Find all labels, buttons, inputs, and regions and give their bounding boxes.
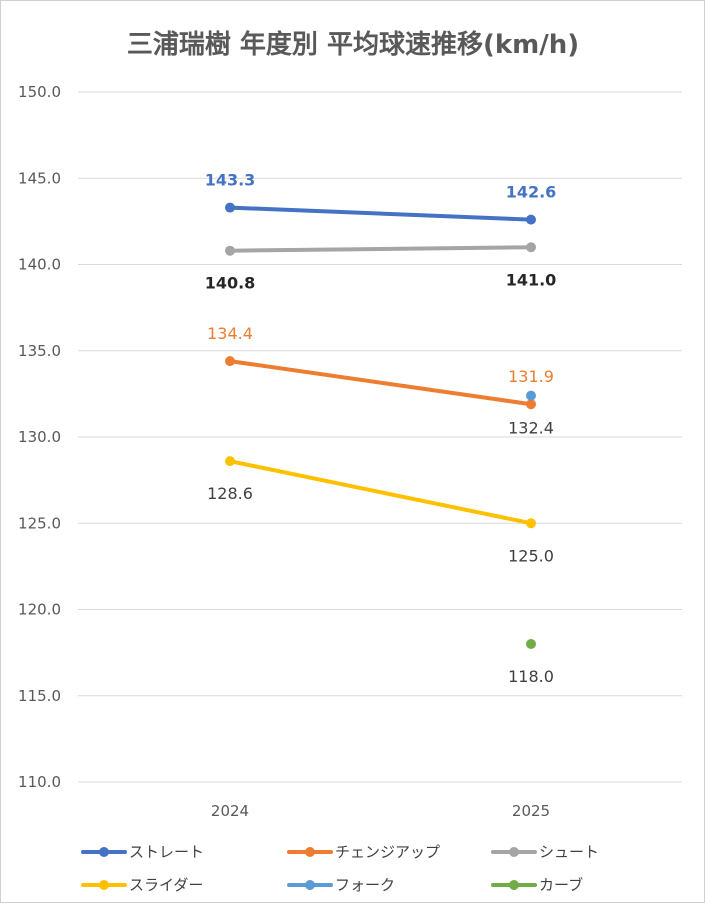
y-tick-label: 120.0	[18, 601, 61, 619]
legend-label: フォーク	[335, 876, 395, 894]
y-tick-label: 125.0	[18, 514, 61, 532]
data-label: 142.6	[506, 183, 557, 202]
y-tick-label: 140.0	[18, 256, 61, 274]
legend-item: カーブ	[491, 876, 583, 894]
data-label: 134.4	[207, 324, 253, 343]
data-point	[526, 399, 536, 410]
data-point	[225, 356, 235, 367]
y-tick-label: 135.0	[18, 342, 61, 360]
gridlines	[78, 91, 682, 783]
data-label: 128.6	[207, 484, 253, 503]
data-label: 140.8	[205, 274, 256, 293]
y-axis-ticks: 150.0 145.0 140.0 135.0 130.0 125.0 120.0 115.0…	[18, 83, 61, 791]
y-tick-label: 115.0	[18, 687, 61, 705]
y-tick-label: 150.0	[18, 83, 61, 101]
data-label: 132.4	[508, 419, 554, 438]
data-label: 141.0	[506, 270, 557, 289]
series-group	[225, 202, 536, 649]
y-tick-label: 145.0	[18, 169, 61, 187]
legend-label: スライダー	[129, 876, 203, 894]
series-line	[228, 245, 533, 253]
legend-swatch-marker	[305, 880, 315, 890]
legend-swatch-marker	[99, 847, 109, 857]
y-tick-label: 130.0	[18, 428, 61, 446]
series-line	[228, 459, 533, 526]
data-labels: 143.3 142.6 134.4 131.9 140.8 141.0 128.6 125.0…	[205, 171, 557, 686]
data-point	[225, 456, 235, 467]
y-tick-label: 110.0	[18, 773, 61, 791]
series-line	[228, 359, 533, 407]
legend-item: チェンジアップ	[287, 843, 440, 861]
legend-item: シュート	[491, 843, 599, 861]
x-tick-label: 2024	[211, 802, 249, 820]
data-point	[225, 202, 235, 213]
data-point	[526, 518, 536, 529]
legend-swatch-marker	[509, 880, 519, 890]
data-point	[526, 242, 536, 253]
data-label: 143.3	[205, 171, 256, 190]
legend-item: ストレート	[81, 843, 204, 861]
legend-label: ストレート	[129, 843, 204, 861]
data-label: 125.0	[508, 546, 554, 565]
x-axis-ticks: 2024 2025	[211, 802, 550, 820]
legend-item: スライダー	[81, 876, 203, 894]
legend-label: シュート	[539, 843, 599, 861]
legend-label: チェンジアップ	[335, 843, 440, 861]
data-label: 118.0	[508, 667, 554, 686]
x-tick-label: 2025	[512, 802, 550, 820]
data-point	[526, 214, 536, 225]
legend-swatch-marker	[99, 880, 109, 890]
data-point	[526, 390, 536, 401]
legend-label: カーブ	[539, 876, 583, 894]
data-point	[225, 245, 235, 256]
legend-swatch-marker	[509, 847, 519, 857]
data-label: 131.9	[508, 367, 554, 386]
series-line	[228, 205, 533, 222]
legend-swatch-marker	[305, 847, 315, 857]
legend-item: フォーク	[287, 876, 395, 894]
data-point	[526, 639, 536, 649]
chart-title: 三浦瑞樹 年度別 平均球速推移(km/h)	[127, 29, 579, 60]
